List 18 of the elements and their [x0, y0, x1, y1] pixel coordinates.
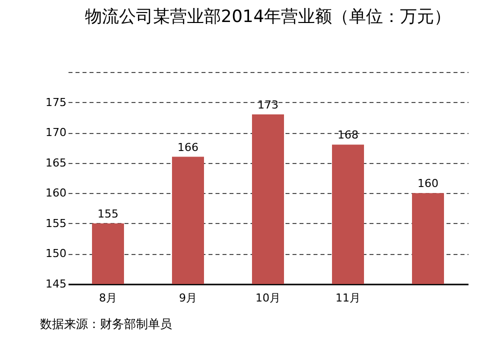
y-tick-label: 150 — [46, 247, 66, 260]
x-tick-label: 8月 — [99, 292, 117, 304]
data-label: 155 — [98, 207, 118, 220]
y-tick-label: 165 — [46, 156, 66, 170]
data-label: 168 — [338, 128, 358, 142]
x-tick-label: 10月 — [256, 292, 280, 304]
chart-title: 物流公司某营业部2014年营业额（单位：万元） — [84, 7, 452, 27]
data-label: 166 — [178, 140, 198, 154]
y-tick-label: 175 — [46, 96, 66, 109]
y-tick-label: 145 — [46, 278, 66, 290]
y-tick-label: 170 — [46, 126, 66, 140]
y-tick-label: 155 — [46, 216, 66, 230]
x-tick-label: 11月 — [336, 292, 360, 304]
source-note: 数据来源：财务部制单员 — [40, 317, 172, 331]
data-label: 160 — [418, 177, 438, 190]
x-tick-label: 9月 — [179, 292, 197, 304]
data-label: 173 — [258, 98, 278, 112]
y-tick-label: 160 — [46, 186, 66, 200]
